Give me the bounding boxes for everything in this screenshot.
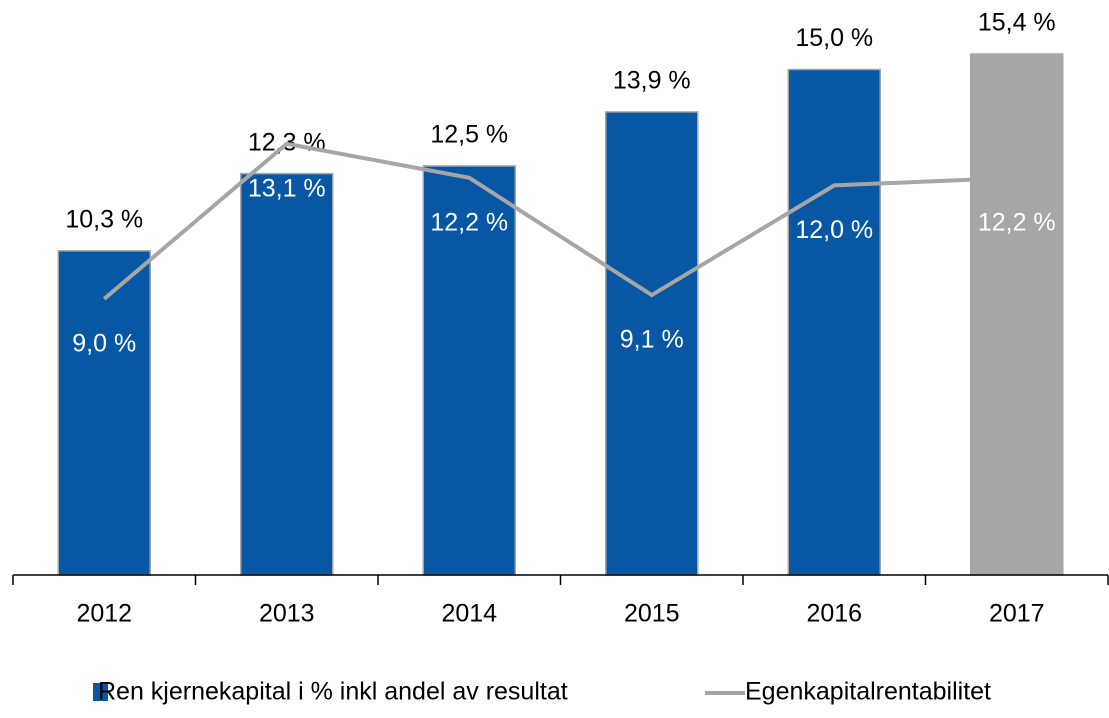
- bar-value-label: 13,9 %: [613, 67, 691, 95]
- bar-value-label: 12,5 %: [430, 121, 508, 149]
- bar: [57, 250, 151, 576]
- line-value-label: 12,2 %: [978, 208, 1056, 236]
- line-value-label: 9,0 %: [72, 329, 136, 357]
- legend-swatch: [93, 683, 108, 701]
- line-value-label: 13,1 %: [248, 174, 326, 202]
- legend-label: Egenkapitalrentabilitet: [745, 678, 991, 706]
- line-value-label: 12,0 %: [795, 216, 873, 244]
- legend-label: Ren kjernekapital i % inkl andel av resu…: [98, 678, 568, 706]
- line-value-label: 9,1 %: [620, 326, 684, 354]
- x-tick-label: 2017: [989, 600, 1045, 628]
- bar: [240, 172, 334, 576]
- bar-value-label: 15,0 %: [795, 24, 873, 52]
- bar: [422, 165, 516, 576]
- bar: [970, 53, 1064, 576]
- x-tick-label: 2016: [806, 600, 862, 628]
- bar-value-label: 15,4 %: [978, 9, 1056, 37]
- line: [102, 141, 1017, 301]
- bar-value-label: 10,3 %: [65, 205, 143, 233]
- bar: [605, 111, 699, 576]
- bar: [787, 68, 881, 576]
- line-value-label: 12,2 %: [430, 208, 508, 236]
- x-tick-label: 2015: [624, 600, 680, 628]
- x-tick-label: 2012: [76, 600, 132, 628]
- x-tick-label: 2014: [441, 600, 497, 628]
- x-tick-label: 2013: [259, 600, 315, 628]
